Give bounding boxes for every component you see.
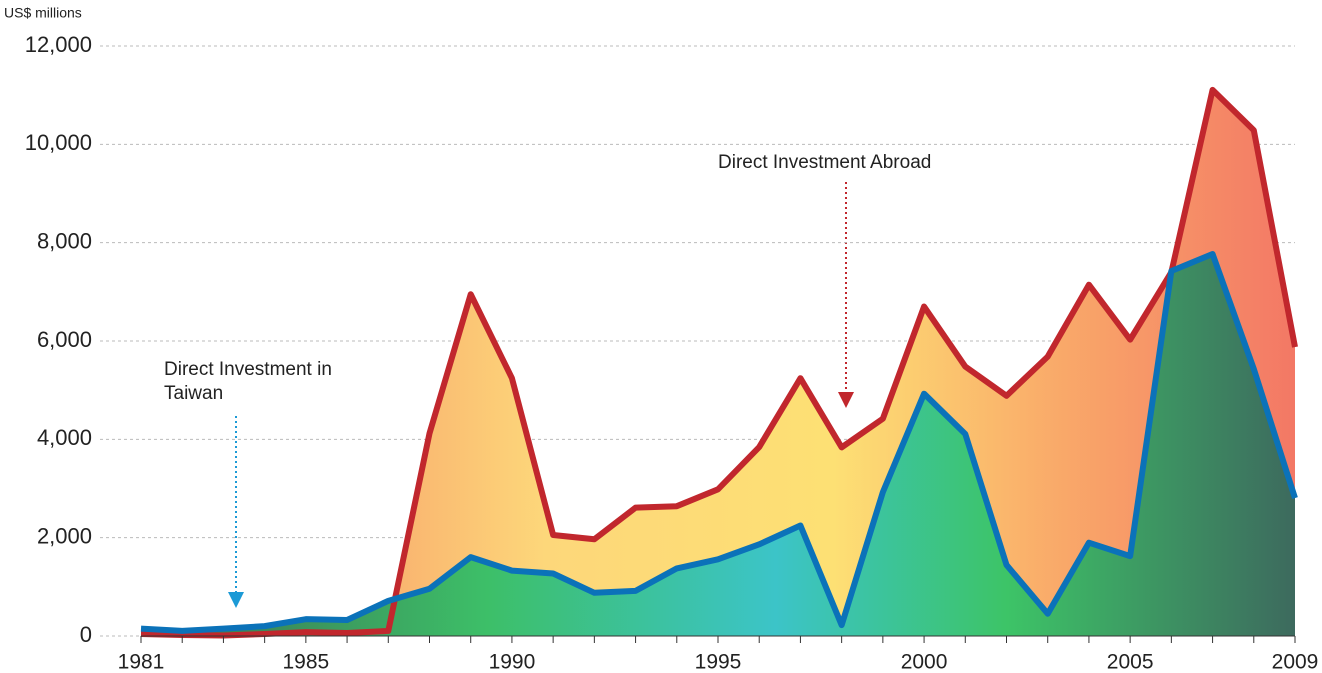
y-tick-label: 8,000 xyxy=(37,228,92,253)
x-tick-label: 2005 xyxy=(1107,651,1154,673)
x-tick-label: 2000 xyxy=(901,651,948,673)
series-label: Direct Investment Abroad xyxy=(718,152,932,173)
y-tick-label: 6,000 xyxy=(37,327,92,352)
y-tick-label: 2,000 xyxy=(37,523,92,548)
y-tick-label: 10,000 xyxy=(25,130,92,155)
series-label: Direct Investment in Taiwan xyxy=(164,359,332,404)
y-tick-label: 12,000 xyxy=(25,32,92,57)
series-line xyxy=(140,86,1298,639)
x-tick-label: 2009 xyxy=(1272,651,1319,673)
x-tick-label: 1995 xyxy=(695,651,742,673)
y-tick-label: 4,000 xyxy=(37,425,92,450)
y-tick-label: 0 xyxy=(80,622,92,647)
series-area xyxy=(141,89,1295,637)
x-tick-label: 1981 xyxy=(118,651,165,673)
x-tick-label: 1990 xyxy=(489,651,536,673)
x-tick-label: 1985 xyxy=(282,651,329,673)
series-line xyxy=(140,251,1298,634)
y-axis-label: US$ millions xyxy=(4,5,82,21)
